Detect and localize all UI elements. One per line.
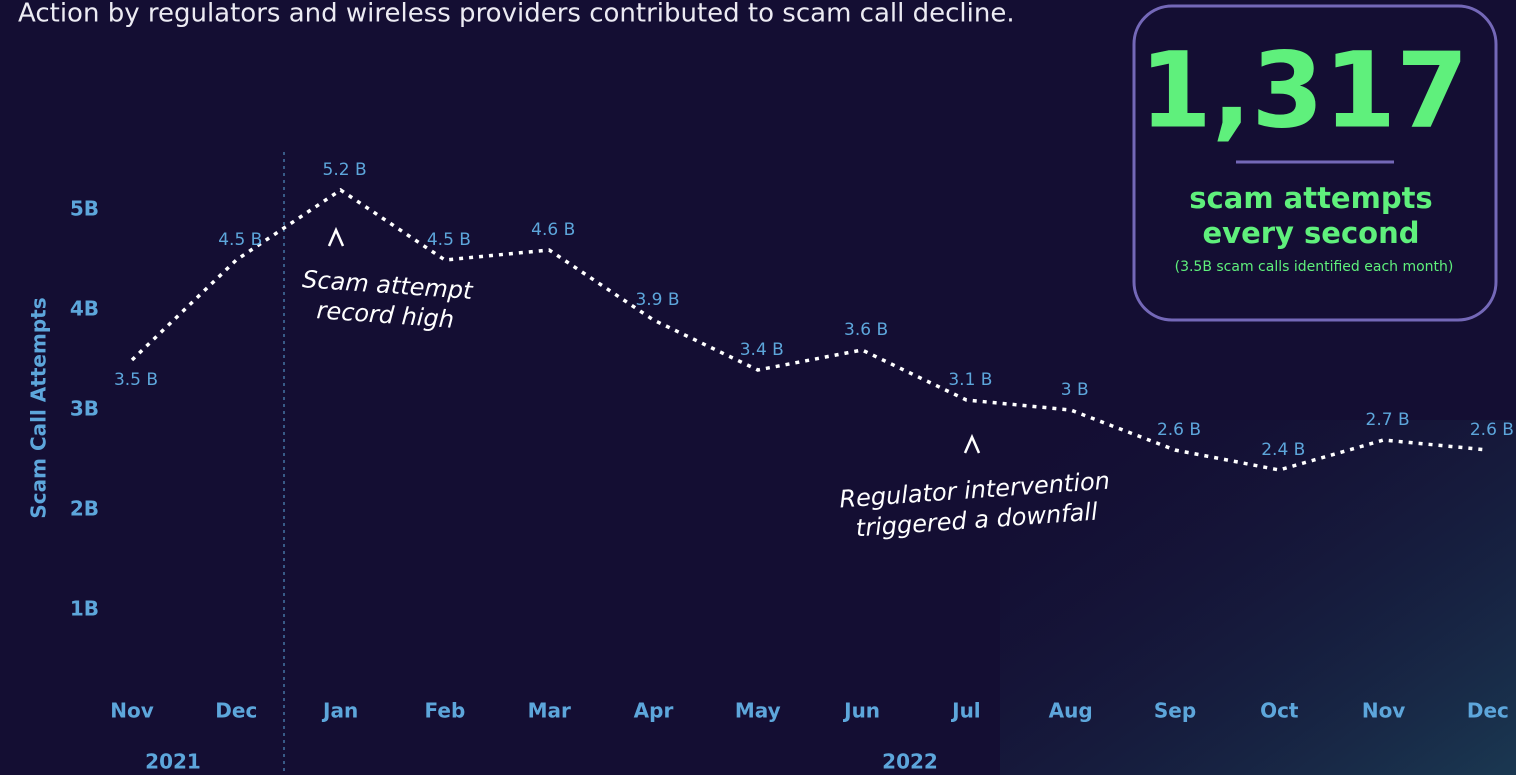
x-tick-label: Dec bbox=[1467, 699, 1509, 723]
y-tick-label: 2B bbox=[70, 497, 99, 521]
x-tick-label: Jul bbox=[950, 699, 981, 723]
y-tick-label: 3B bbox=[70, 397, 99, 421]
value-label: 3 B bbox=[1061, 380, 1089, 400]
x-tick-label: Sep bbox=[1154, 699, 1196, 723]
value-label: 4.5 B bbox=[427, 230, 471, 250]
callout-line: scam attempts bbox=[1189, 181, 1432, 215]
annotation-arrow bbox=[327, 226, 345, 247]
chart-title: Action by regulators and wireless provid… bbox=[18, 0, 1015, 29]
year-label: 2022 bbox=[882, 750, 938, 774]
x-tick-label: Apr bbox=[634, 699, 674, 723]
value-label: 3.6 B bbox=[844, 320, 888, 340]
x-tick-label: Aug bbox=[1049, 699, 1093, 723]
value-label: 5.2 B bbox=[323, 160, 367, 180]
callout-headline: 1,317 bbox=[1140, 29, 1469, 151]
callout-note: (3.5B scam calls identified each month) bbox=[1175, 259, 1454, 275]
value-label: 3.9 B bbox=[635, 290, 679, 310]
value-label: 3.5 B bbox=[114, 370, 158, 390]
value-label: 2.4 B bbox=[1261, 440, 1305, 460]
x-tick-label: Nov bbox=[110, 699, 154, 723]
value-label: 2.6 B bbox=[1470, 420, 1514, 440]
background-glow bbox=[1000, 420, 1516, 775]
value-label: 2.7 B bbox=[1366, 410, 1410, 430]
callout-box bbox=[1132, 4, 1498, 322]
x-tick-label: Jan bbox=[321, 699, 358, 723]
x-tick-label: Dec bbox=[215, 699, 257, 723]
x-tick-label: May bbox=[735, 699, 781, 723]
x-tick-label: Feb bbox=[425, 699, 466, 723]
annotation-arrow bbox=[963, 433, 981, 454]
value-label: 4.6 B bbox=[531, 220, 575, 240]
value-label: 3.4 B bbox=[740, 340, 784, 360]
y-axis-label: Scam Call Attempts bbox=[27, 297, 51, 518]
y-tick-label: 1B bbox=[70, 597, 99, 621]
value-label: 3.1 B bbox=[948, 370, 992, 390]
x-tick-label: Jun bbox=[842, 699, 880, 723]
data-line bbox=[130, 187, 1489, 472]
value-label: 4.5 B bbox=[218, 230, 262, 250]
callout-line: every second bbox=[1203, 216, 1420, 250]
year-label: 2021 bbox=[145, 750, 201, 774]
y-tick-label: 4B bbox=[70, 297, 99, 321]
value-label: 2.6 B bbox=[1157, 420, 1201, 440]
x-tick-label: Oct bbox=[1260, 699, 1299, 723]
x-tick-label: Mar bbox=[528, 699, 571, 723]
x-tick-label: Nov bbox=[1362, 699, 1406, 723]
y-tick-label: 5B bbox=[70, 197, 99, 221]
